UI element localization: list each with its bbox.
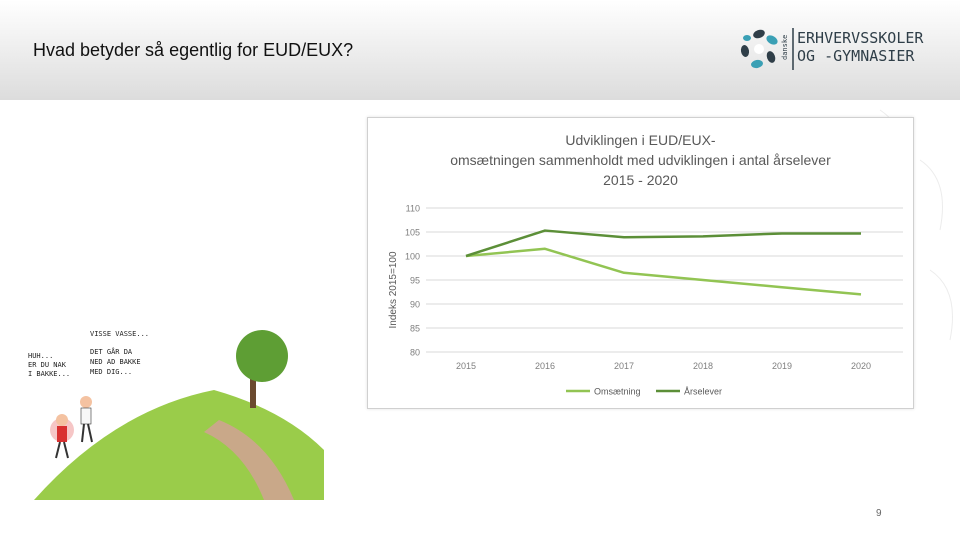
- logo-line2: OG -GYMNASIER: [797, 47, 915, 65]
- path-icon: [204, 420, 294, 500]
- legend-label-2: Årselever: [684, 387, 722, 397]
- chart-container: Udviklingen i EUD/EUX- omsætningen samme…: [367, 117, 914, 409]
- chart-title-line-2: omsætningen sammenholdt med udviklingen …: [450, 152, 831, 168]
- figure-right-icon: [80, 396, 93, 443]
- slide-title: Hvad betyder så egentlig for EUD/EUX?: [33, 40, 354, 60]
- logo: danske ERHVERVSSKOLER OG -GYMNASIER: [740, 28, 924, 70]
- x-tick-label: 2018: [693, 361, 713, 371]
- speech-right-line-1: VISSE VASSE...: [90, 330, 149, 338]
- tree-crown-icon: [236, 330, 288, 382]
- speech-left-line-3: I BAKKE...: [28, 370, 70, 378]
- speech-right-line-2: DET GÅR DA: [90, 347, 133, 356]
- speech-left-line-1: HUH...: [28, 352, 53, 360]
- x-tick-label: 2017: [614, 361, 634, 371]
- y-tick-label: 85: [410, 324, 420, 334]
- slide-header: Hvad betyder så egentlig for EUD/EUX?: [0, 0, 960, 100]
- x-tick-label: 2020: [851, 361, 871, 371]
- x-tick-label: 2015: [456, 361, 476, 371]
- figure-left-icon: [55, 414, 69, 459]
- speech-right-line-4: MED DIG...: [90, 368, 132, 376]
- logo-flower-icon: [740, 29, 778, 69]
- series-line-1: [465, 247, 862, 296]
- chart-title-line-3: 2015 - 2020: [603, 172, 678, 188]
- x-tick-label: 2016: [535, 361, 555, 371]
- logo-line1: ERHVERVSSKOLER: [797, 29, 924, 47]
- y-axis-label: Indeks 2015=100: [388, 251, 399, 328]
- speech-right-line-3: NED AD BAKKE: [90, 358, 141, 366]
- y-tick-label: 100: [405, 252, 420, 262]
- legend-label-1: Omsætning: [594, 387, 641, 397]
- page-number: 9: [876, 508, 882, 519]
- y-tick-label: 110: [406, 204, 420, 214]
- cartoon-illustration: HUH... ER DU NAK I BAKKE... VISSE VASSE.…: [28, 330, 324, 500]
- y-tick-label: 105: [405, 228, 420, 238]
- y-tick-label: 95: [410, 276, 420, 286]
- x-tick-label: 2019: [772, 361, 792, 371]
- series-line-2: [465, 229, 861, 258]
- tree-trunk-icon: [250, 368, 256, 408]
- logo-small-word: danske: [781, 35, 789, 60]
- chart-title-line-1: Udviklingen i EUD/EUX-: [565, 132, 716, 148]
- line-chart: 80 85 90 95 100 105 110 2015 2016 2017 2018 2019 202…: [388, 204, 903, 397]
- chart-title: Udviklingen i EUD/EUX- omsætningen samme…: [368, 130, 913, 190]
- y-tick-label: 80: [410, 348, 420, 358]
- y-tick-label: 90: [410, 300, 420, 310]
- speech-left-line-2: ER DU NAK: [28, 361, 67, 369]
